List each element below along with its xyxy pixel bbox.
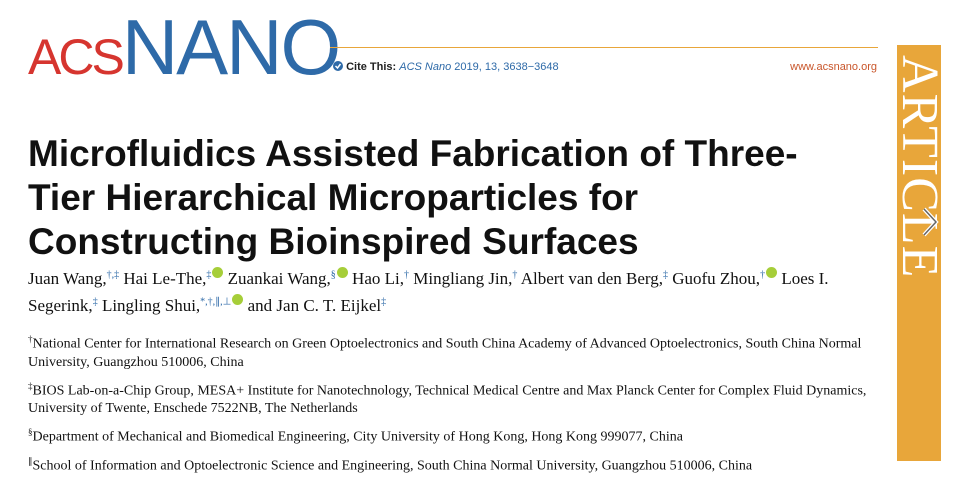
author-name[interactable]: Albert van den Berg, <box>520 268 663 288</box>
author: Lingling Shui,*,†,∥,⊥ <box>101 294 244 316</box>
affiliation-mark: § <box>28 427 33 438</box>
affiliation: ‡BIOS Lab-on-a-Chip Group, MESA+ Institu… <box>28 377 888 419</box>
affiliation: †National Center for International Resea… <box>28 330 888 372</box>
author-name[interactable]: Mingliang Jin, <box>413 268 513 288</box>
journal-url[interactable]: www.acsnano.org <box>790 61 877 73</box>
orcid-icon[interactable] <box>212 266 224 278</box>
author: Juan Wang,†,‡ <box>28 269 119 288</box>
citation: Cite This: ACS Nano 2019, 13, 3638−3648 <box>333 61 559 73</box>
author-name[interactable]: Loes I. Segerink, <box>28 268 829 316</box>
article-tab-label: ARTICLE <box>891 55 948 279</box>
author-name[interactable]: Juan Wang, <box>28 268 107 288</box>
orcid-icon[interactable] <box>336 266 348 278</box>
author-name[interactable]: Zuankai Wang, <box>227 268 331 288</box>
author-marks: ‡ <box>92 296 98 308</box>
author: Guofu Zhou,† <box>672 266 778 288</box>
author-name[interactable]: and Jan C. T. Eijkel <box>247 296 382 316</box>
orcid-icon[interactable] <box>766 266 778 278</box>
logo-acs: ACS <box>28 29 125 85</box>
article-tab: ARTICLE <box>891 45 948 461</box>
author: Hai Le-The,‡ <box>123 266 224 288</box>
author: Loes I. Segerink,‡ <box>28 269 829 316</box>
affiliation-text: National Center for International Resear… <box>28 336 862 370</box>
author-marks: ‡ <box>662 269 668 280</box>
author-marks: † <box>512 269 518 280</box>
journal-logo: ACSNANO <box>28 2 341 93</box>
author-marks: † <box>403 269 409 280</box>
affiliation-mark: † <box>28 334 33 344</box>
affiliation-text: BIOS Lab-on-a-Chip Group, MESA+ Institut… <box>28 383 867 417</box>
affiliation-text: Department of Mechanical and Biomedical … <box>32 429 683 445</box>
affiliation-mark: ‡ <box>28 380 33 391</box>
article-title: Microfluidics Assisted Fabrication of Th… <box>28 132 798 264</box>
author: Mingliang Jin,† <box>413 269 517 288</box>
affiliations: †National Center for International Resea… <box>28 330 888 481</box>
author-marks: ‡ <box>206 269 212 280</box>
author-marks: *,†,∥,⊥ <box>200 296 232 308</box>
cite-journal[interactable]: ACS Nano <box>399 61 452 73</box>
orcid-icon[interactable] <box>232 294 244 306</box>
author: Hao Li,† <box>352 269 409 288</box>
next-arrow[interactable] <box>918 205 942 239</box>
author-list: Juan Wang,†,‡ Hai Le-The,‡ Zuankai Wang,… <box>28 263 878 318</box>
affiliation: §Department of Mechanical and Biomedical… <box>28 423 888 447</box>
author-name[interactable]: Lingling Shui, <box>101 296 201 316</box>
title-line: Constructing Bioinspired Surfaces <box>28 221 639 262</box>
logo-nano: NANO <box>121 3 341 91</box>
author: Albert van den Berg,‡ <box>521 269 668 288</box>
cite-label: Cite This: <box>346 61 397 73</box>
affiliation: ∥School of Information and Optoelectroni… <box>28 452 888 476</box>
author-name[interactable]: Hao Li, <box>352 268 404 288</box>
author-name[interactable]: Guofu Zhou, <box>672 268 761 288</box>
author-name[interactable]: Hai Le-The, <box>123 268 207 288</box>
page: ACSNANO Cite This: ACS Nano 2019, 13, 36… <box>28 2 948 474</box>
title-line: Microfluidics Assisted Fabrication of Th… <box>28 133 798 174</box>
author-marks: § <box>330 269 336 280</box>
cite-details[interactable]: 2019, 13, 3638−3648 <box>454 61 559 73</box>
author: Zuankai Wang,§ <box>227 266 348 288</box>
header-rule <box>330 47 878 48</box>
author-marks: †,‡ <box>106 269 120 280</box>
title-line: Tier Hierarchical Microparticles for <box>28 177 639 218</box>
author-marks: ‡ <box>381 296 387 308</box>
cite-icon <box>333 61 343 71</box>
author-marks: † <box>760 269 766 280</box>
author: and Jan C. T. Eijkel‡ <box>248 296 386 315</box>
